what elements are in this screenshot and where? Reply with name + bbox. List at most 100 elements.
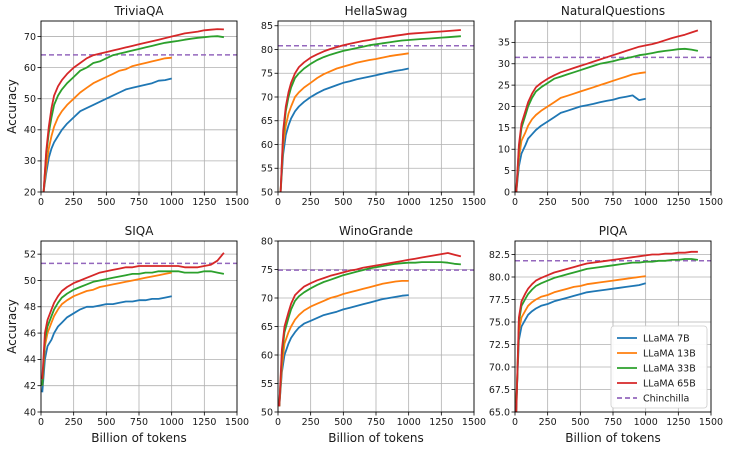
- y-tick-label: 72.5: [489, 340, 510, 351]
- legend-box: [610, 325, 708, 409]
- y-tick-label: 80.0: [489, 272, 510, 283]
- x-tick-label: 1000: [397, 417, 421, 428]
- series-line-llama-13b: [278, 279, 409, 407]
- x-tick-label: 0: [275, 417, 281, 428]
- y-tick-label: 30: [24, 156, 36, 167]
- y-tick-label: 55: [261, 379, 273, 390]
- x-tick-label: 250: [539, 417, 557, 428]
- y-tick-label: 77.5: [489, 295, 510, 306]
- y-tick-label: 15: [498, 123, 510, 134]
- legend-label-llama-33b: LLaMA 33B: [643, 363, 696, 374]
- legend-label-chinchilla: Chinchilla: [643, 393, 689, 404]
- x-tick-label: 0: [38, 197, 44, 208]
- panel-title: WinoGrande: [339, 224, 413, 238]
- x-tick-label: 500: [97, 417, 115, 428]
- legend: LLaMA 7B LLaMA 13B LLaMA 33B LLaMA 65B Chinc…: [610, 325, 708, 409]
- panel-winogrande: 0 250 500 750 1000 1250 1500 50 55 60 65 70 75 80 Wino…: [261, 224, 486, 445]
- x-tick-label: 750: [367, 197, 385, 208]
- series-line-llama-33b: [515, 258, 699, 412]
- y-tick-label: 85: [261, 21, 273, 32]
- y-tick-label: 48: [24, 302, 36, 313]
- y-tick-label: 20: [498, 102, 510, 113]
- y-tick-label: 60: [24, 63, 36, 74]
- x-tick-label: 1500: [462, 197, 486, 208]
- series-line-llama-13b: [515, 275, 646, 404]
- legend-label-llama-65b: LLaMA 65B: [643, 378, 696, 389]
- y-tick-label: 75: [261, 69, 273, 80]
- x-axis-label: Billion of tokens: [91, 431, 187, 445]
- series-line-llama-13b: [41, 271, 172, 386]
- x-tick-label: 1500: [225, 197, 249, 208]
- x-tick-label: 0: [38, 417, 44, 428]
- y-tick-label: 55: [261, 164, 273, 175]
- x-axis-label: Billion of tokens: [328, 431, 424, 445]
- x-tick-label: 1250: [192, 197, 216, 208]
- y-tick-label: 50: [24, 276, 36, 287]
- x-tick-label: 500: [571, 417, 589, 428]
- x-tick-label: 1250: [429, 417, 453, 428]
- y-tick-label: 75.0: [489, 317, 510, 328]
- y-tick-label: 50: [261, 407, 273, 418]
- x-tick-label: 1250: [666, 417, 690, 428]
- y-axis-label: Accuracy: [5, 299, 19, 354]
- x-tick-label: 0: [512, 197, 518, 208]
- y-tick-label: 67.5: [489, 385, 510, 396]
- x-tick-label: 1000: [634, 417, 658, 428]
- series-line-llama-7b: [279, 67, 409, 192]
- y-tick-label: 70.0: [489, 362, 510, 373]
- x-axis-label: Billion of tokens: [565, 431, 661, 445]
- y-tick-label: 65.0: [489, 407, 510, 418]
- x-tick-label: 250: [65, 417, 83, 428]
- series-line-llama-33b: [278, 261, 461, 407]
- y-tick-label: 75: [261, 265, 273, 276]
- series-line-llama-13b: [515, 71, 646, 192]
- series-line-llama-65b: [41, 252, 225, 380]
- y-tick-label: 65: [261, 116, 273, 127]
- series-line-llama-33b: [515, 47, 699, 192]
- series-line-llama-33b: [279, 35, 461, 192]
- x-tick-label: 1000: [397, 197, 421, 208]
- x-tick-label: 250: [302, 197, 320, 208]
- x-tick-label: 250: [302, 417, 320, 428]
- y-tick-label: 70: [261, 92, 273, 103]
- x-tick-label: 0: [512, 417, 518, 428]
- panel-hellaswag: 0 250 500 750 1000 1250 1500 50 55 60 65 70 75 80 85 He…: [261, 4, 486, 208]
- y-tick-label: 20: [24, 187, 36, 198]
- x-tick-label: 500: [97, 197, 115, 208]
- panel-siqa: 0 250 500 750 1000 1250 1500 40 42 44 46 48 50 52 SIQA…: [5, 224, 249, 445]
- x-tick-label: 500: [334, 417, 352, 428]
- y-tick-label: 50: [24, 94, 36, 105]
- panel-title: TriviaQA: [113, 4, 164, 18]
- y-tick-label: 80: [261, 45, 273, 56]
- series-line-llama-7b: [42, 77, 172, 192]
- y-tick-label: 70: [24, 32, 36, 43]
- x-tick-label: 1000: [160, 197, 184, 208]
- y-tick-label: 60: [261, 350, 273, 361]
- y-tick-label: 30: [498, 59, 510, 70]
- series-line-llama-65b: [279, 29, 461, 192]
- y-tick-label: 60: [261, 140, 273, 151]
- x-tick-label: 500: [334, 197, 352, 208]
- x-tick-label: 1500: [225, 417, 249, 428]
- x-tick-label: 750: [604, 417, 622, 428]
- series-line-llama-65b: [278, 252, 462, 407]
- y-tick-label: 65: [261, 322, 273, 333]
- series-line-llama-7b: [515, 282, 646, 404]
- panel-title: NaturalQuestions: [561, 4, 665, 18]
- y-tick-label: 52: [24, 249, 36, 260]
- series-line-llama-33b: [42, 35, 225, 192]
- x-tick-label: 0: [275, 197, 281, 208]
- y-tick-label: 82.5: [489, 250, 510, 261]
- x-tick-label: 1250: [429, 197, 453, 208]
- y-tick-label: 42: [24, 381, 36, 392]
- x-tick-label: 750: [130, 417, 148, 428]
- panel-title: SIQA: [125, 224, 155, 238]
- y-tick-label: 70: [261, 293, 273, 304]
- series-line-llama-65b: [515, 29, 699, 192]
- series-line-llama-13b: [42, 56, 172, 192]
- panel-piqa: 0 250 500 750 1000 1250 1500 65.0 67.5 70.0 72.5 75…: [489, 224, 723, 445]
- y-tick-label: 46: [24, 328, 36, 339]
- x-tick-label: 1500: [699, 197, 723, 208]
- panel-title: HellaSwag: [345, 4, 408, 18]
- y-tick-label: 25: [498, 80, 510, 91]
